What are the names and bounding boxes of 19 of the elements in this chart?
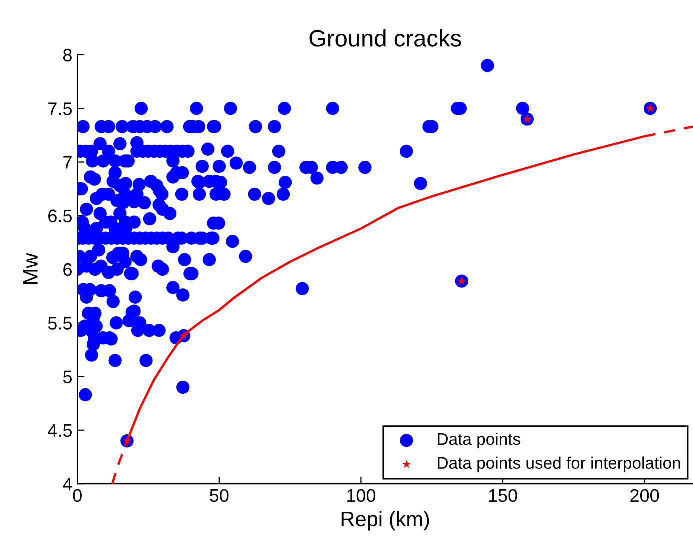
y-tick-label: 8 [64,48,72,62]
legend-label: Data points [438,432,520,448]
x-axis-title: Repi (km) [342,511,430,531]
x-tick-label: 150 [489,489,518,502]
x-tick-label: 50 [210,489,229,502]
y-tick-label: 7 [64,156,72,169]
legend-label: Data points used for interpolation [438,456,680,472]
x-tick-label: 100 [348,489,376,502]
x-tick-label: 0 [73,489,82,502]
y-tick-label: 6.5 [48,210,72,223]
y-tick-label: 4.5 [48,424,72,438]
y-tick-label: 4 [63,478,72,491]
y-tick-label: 5 [63,370,72,384]
x-tick-label: 200 [630,489,660,502]
y-tick-label: 5.5 [48,317,72,330]
y-tick-label: 6 [64,263,72,276]
y-tick-label: 7.5 [48,102,72,116]
chart-title: Ground cracks [310,30,462,47]
y-axis-title: Mw [23,253,38,284]
